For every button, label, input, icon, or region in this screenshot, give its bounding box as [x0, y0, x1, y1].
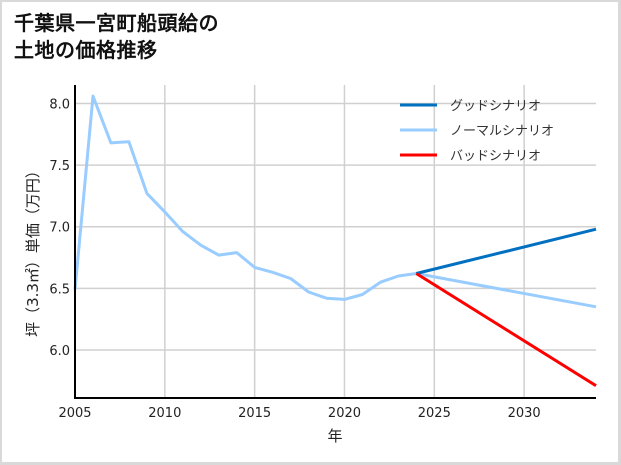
x-tick-label: 2005 — [58, 406, 91, 421]
y-tick-label: 6.5 — [49, 282, 70, 297]
x-tick-labels: 2005 2010 2015 2020 2025 2030 — [58, 406, 540, 421]
chart-title-line2: 土地の価格推移 — [14, 38, 158, 62]
legend-item: バッドシナリオ — [400, 149, 541, 164]
x-tick-label: 2020 — [328, 406, 361, 421]
data-lines — [73, 94, 597, 387]
y-axis-label: 坪（3.3㎡）単価（万円） — [24, 163, 42, 337]
x-tick-label: 2010 — [148, 406, 181, 421]
grid-lines — [75, 85, 596, 398]
chart-title-line1: 千葉県一宮町船頭給の — [14, 11, 219, 35]
x-tick-label: 2015 — [238, 406, 271, 421]
y-tick-label: 7.5 — [49, 159, 70, 174]
series-line — [415, 227, 597, 275]
series-line — [415, 272, 597, 387]
x-axis-label: 年 — [327, 427, 342, 445]
legend-label: バッドシナリオ — [450, 149, 541, 164]
y-tick-labels: 6.0 6.5 7.0 7.5 8.0 — [49, 97, 70, 358]
series-line — [73, 94, 597, 309]
x-tick-label: 2025 — [418, 406, 451, 421]
axes — [74, 85, 596, 399]
legend-label: ノーマルシナリオ — [450, 124, 554, 139]
y-tick-label: 6.0 — [49, 344, 70, 359]
y-tick-label: 8.0 — [49, 97, 70, 112]
legend-item: グッドシナリオ — [400, 99, 541, 114]
chart-title: 千葉県一宮町船頭給の 土地の価格推移 — [14, 10, 219, 64]
legend-label: グッドシナリオ — [450, 99, 541, 114]
y-tick-label: 7.0 — [49, 221, 70, 236]
legend-item: ノーマルシナリオ — [400, 124, 554, 139]
x-tick-label: 2030 — [508, 406, 541, 421]
